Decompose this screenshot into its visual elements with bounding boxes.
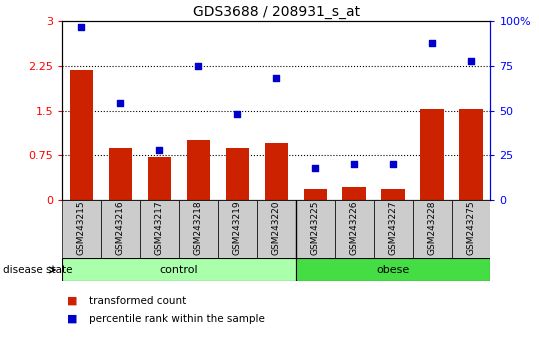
Point xyxy=(116,101,125,106)
Bar xyxy=(303,189,327,200)
Text: GSM243220: GSM243220 xyxy=(272,201,281,255)
Point xyxy=(389,161,397,167)
Text: GSM243225: GSM243225 xyxy=(310,201,320,255)
Bar xyxy=(62,258,296,281)
Point xyxy=(194,63,203,69)
Text: GSM243215: GSM243215 xyxy=(77,201,86,255)
Bar xyxy=(109,148,132,200)
Text: percentile rank within the sample: percentile rank within the sample xyxy=(89,314,265,324)
Bar xyxy=(218,200,257,258)
Point xyxy=(233,112,241,117)
Text: obese: obese xyxy=(376,265,410,275)
Bar xyxy=(382,189,405,200)
Text: GSM243219: GSM243219 xyxy=(233,201,242,255)
Bar xyxy=(265,143,288,200)
Point xyxy=(428,40,437,46)
Title: GDS3688 / 208931_s_at: GDS3688 / 208931_s_at xyxy=(192,5,360,19)
Bar xyxy=(101,200,140,258)
Bar xyxy=(452,200,490,258)
Text: GSM243216: GSM243216 xyxy=(116,201,125,255)
Bar xyxy=(148,157,171,200)
Text: disease state: disease state xyxy=(3,265,72,275)
Bar xyxy=(412,200,452,258)
Bar xyxy=(226,148,249,200)
Bar xyxy=(420,109,444,200)
Bar xyxy=(296,200,335,258)
Bar xyxy=(62,200,101,258)
Bar xyxy=(459,109,483,200)
Bar xyxy=(257,200,296,258)
Bar xyxy=(296,258,490,281)
Text: GSM243218: GSM243218 xyxy=(194,201,203,255)
Point xyxy=(155,147,164,153)
Text: ■: ■ xyxy=(67,314,78,324)
Text: GSM243275: GSM243275 xyxy=(467,201,475,255)
Text: transformed count: transformed count xyxy=(89,296,186,306)
Bar xyxy=(179,200,218,258)
Text: control: control xyxy=(160,265,198,275)
Bar xyxy=(335,200,374,258)
Point xyxy=(77,24,86,29)
Bar xyxy=(374,200,412,258)
Text: GSM243217: GSM243217 xyxy=(155,201,164,255)
Point xyxy=(272,76,280,81)
Bar xyxy=(140,200,179,258)
Bar xyxy=(186,141,210,200)
Point xyxy=(467,58,475,63)
Point xyxy=(311,165,320,171)
Text: GSM243226: GSM243226 xyxy=(350,201,358,255)
Point xyxy=(350,161,358,167)
Text: GSM243228: GSM243228 xyxy=(427,201,437,255)
Text: GSM243227: GSM243227 xyxy=(389,201,398,255)
Bar xyxy=(342,187,366,200)
Bar xyxy=(70,70,93,200)
Text: ■: ■ xyxy=(67,296,78,306)
